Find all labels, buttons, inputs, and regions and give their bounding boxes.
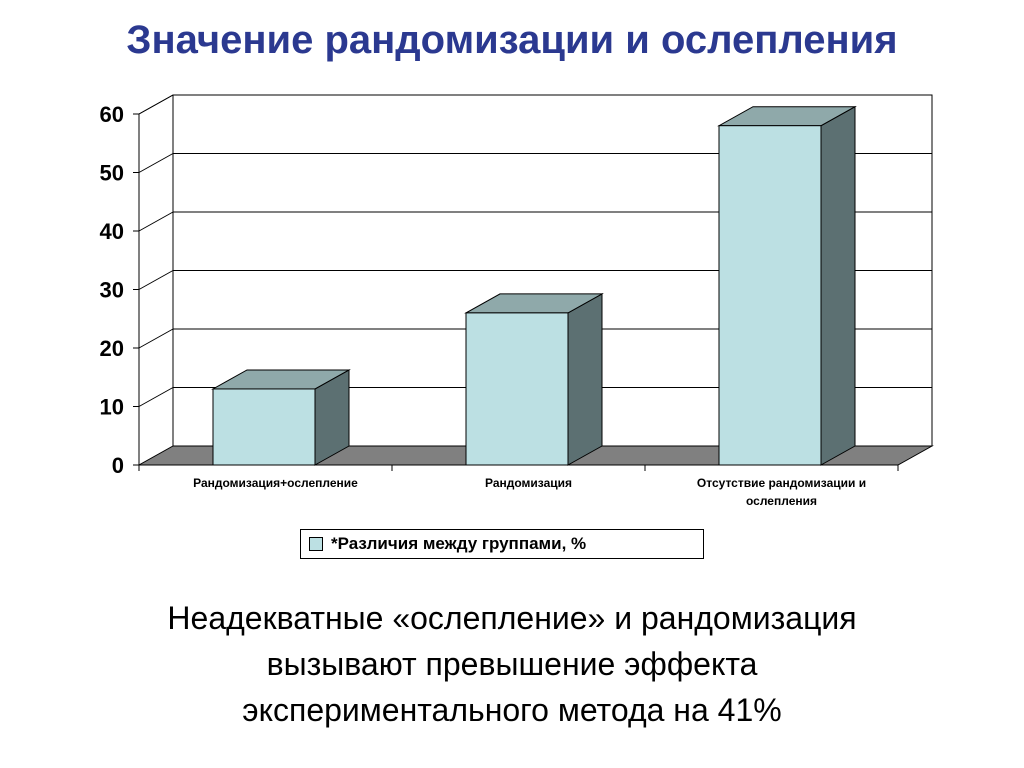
bar (464, 293, 604, 466)
y-tick-label: 0 (112, 453, 124, 478)
y-axis-top (138, 94, 174, 115)
caption-line: вызывают превышение эффекта (266, 646, 758, 682)
legend-label: *Различия между группами, % (331, 534, 587, 553)
bar-front (212, 388, 316, 466)
slide-title: Значение рандомизации и ослепления (126, 18, 898, 62)
x-category-label-line: Отсутствие рандомизации и (697, 476, 866, 490)
gridline-side (138, 387, 174, 407)
bar-side (820, 105, 856, 466)
gridline-side (138, 211, 174, 232)
bar (211, 369, 351, 466)
x-category-label: Рандомизация+ослепление (193, 476, 358, 490)
gridline-side (138, 328, 174, 349)
chart-legend: *Различия между группами, % (300, 529, 704, 559)
slide-caption: Неадекватные «ослепление» и рандомизация… (40, 595, 984, 733)
bar-side (567, 293, 603, 466)
caption-line: Неадекватные «ослепление» и рандомизация (167, 600, 857, 636)
bar-front (465, 312, 569, 466)
y-tick-label: 10 (100, 395, 124, 420)
bar-front (718, 125, 822, 466)
caption-line: экспериментального метода на 41% (242, 692, 782, 728)
chart-bars (211, 105, 857, 466)
y-tick-label: 60 (100, 102, 124, 127)
gridline-side (138, 270, 174, 290)
y-tick-labels: 0 10 20 30 40 50 60 (100, 102, 124, 478)
x-category-label: Рандомизация (485, 476, 572, 490)
x-category-label-line: Рандомизация (485, 476, 572, 490)
gridline-side (138, 153, 174, 173)
bar (717, 105, 857, 466)
x-category-label-line: ослепления (746, 494, 817, 508)
x-category-label-line: Рандомизация+ослепление (193, 476, 358, 490)
x-category-labels: Рандомизация+ослепление Рандомизация Отсут… (193, 476, 866, 508)
y-tick-label: 40 (100, 219, 124, 244)
x-category-label: Отсутствие рандомизации и ослепления (697, 476, 866, 508)
y-tick-label: 30 (100, 278, 124, 303)
y-tick-label: 50 (100, 161, 124, 186)
legend-swatch (309, 537, 323, 551)
y-tick-label: 20 (100, 336, 124, 361)
